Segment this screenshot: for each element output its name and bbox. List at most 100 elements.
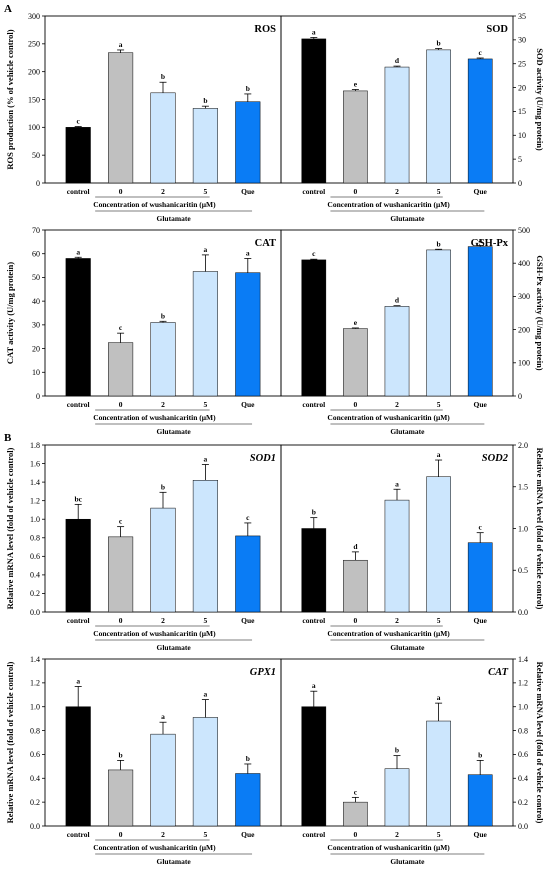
y-tick-label: 100	[28, 123, 40, 132]
significance-letter: a	[437, 450, 441, 459]
y-tick-label: 1.0	[518, 703, 528, 712]
chart-title: GSH-Px	[471, 238, 509, 249]
glutamate-label: Glutamate	[390, 643, 425, 652]
y-axis-label: Relative mRNA level (fold of vehicle con…	[535, 662, 545, 824]
y-tick-label: 20	[32, 344, 40, 353]
chart-title: SOD	[486, 24, 508, 35]
x-tick-label: 2	[161, 187, 165, 196]
significance-letter: a	[204, 690, 208, 699]
x-tick-label: control	[67, 830, 90, 839]
y-tick-label: 0.0	[30, 822, 40, 831]
bar-Que	[235, 773, 261, 827]
x-tick-label: 0	[354, 400, 358, 409]
y-tick-label: 0.2	[30, 798, 40, 807]
y-tick-label: 0.4	[518, 774, 528, 783]
y-tick-label: 1.0	[518, 524, 528, 533]
glutamate-label: Glutamate	[390, 857, 425, 866]
bar-5	[192, 717, 218, 827]
significance-letter: a	[437, 693, 441, 702]
bar-0	[343, 90, 368, 184]
y-tick-label: 0.2	[30, 589, 40, 598]
significance-letter: d	[395, 56, 400, 65]
x-tick-label: Que	[241, 830, 255, 839]
significance-letter: c	[312, 249, 316, 258]
bar-control	[65, 706, 91, 827]
concentration-label: Concentration of wushanicaritin (μM)	[327, 629, 450, 638]
glutamate-label: Glutamate	[390, 427, 425, 436]
bar-Que	[467, 542, 493, 613]
significance-letter: a	[478, 236, 482, 245]
significance-letter: b	[246, 84, 250, 93]
y-axis-label: Relative mRNA level (fold of vehicle con…	[5, 661, 15, 823]
chart-title: CAT	[488, 667, 508, 678]
y-tick-label: 30	[32, 321, 40, 330]
x-tick-label: 2	[161, 830, 165, 839]
chart-title: GPX1	[250, 667, 276, 678]
bar-control	[65, 127, 91, 184]
y-tick-label: 1.2	[518, 679, 528, 688]
y-tick-label: 70	[32, 226, 40, 235]
y-tick-label: 25	[518, 60, 526, 69]
bar-Que	[235, 535, 261, 613]
y-tick-label: 0	[36, 179, 40, 188]
bar-5	[426, 720, 451, 827]
x-tick-label: 5	[204, 830, 208, 839]
concentration-label: Concentration of wushanicaritin (μM)	[327, 200, 450, 209]
x-tick-label: 0	[119, 187, 123, 196]
significance-letter: b	[246, 754, 250, 763]
significance-letter: d	[353, 542, 358, 551]
panel-label-a: A	[4, 3, 12, 15]
y-tick-label: 1.2	[30, 496, 40, 505]
bar-0	[108, 52, 134, 184]
x-tick-label: Que	[474, 830, 488, 839]
bar-control	[65, 518, 91, 613]
x-tick-label: control	[302, 830, 325, 839]
y-tick-label: 0.8	[30, 726, 40, 735]
bar-5	[192, 480, 218, 613]
x-tick-label: control	[67, 187, 90, 196]
significance-letter: b	[437, 38, 441, 47]
y-tick-label: 1.4	[30, 655, 40, 664]
y-tick-label: 35	[518, 12, 526, 21]
y-tick-label: 50	[32, 273, 40, 282]
concentration-label: Concentration of wushanicaritin (μM)	[93, 413, 216, 422]
significance-letter: a	[395, 479, 399, 488]
bar-2	[150, 92, 176, 184]
bar-5	[192, 271, 218, 397]
concentration-label: Concentration of wushanicaritin (μM)	[327, 413, 450, 422]
significance-letter: b	[161, 482, 165, 491]
x-tick-label: 0	[354, 830, 358, 839]
chart-title: SOD2	[482, 453, 509, 464]
bar-5	[426, 49, 451, 184]
glutamate-label: Glutamate	[157, 857, 192, 866]
concentration-label: Concentration of wushanicaritin (μM)	[93, 629, 216, 638]
y-tick-label: 0.8	[518, 726, 528, 735]
bar-5	[426, 249, 451, 397]
concentration-label: Concentration of wushanicaritin (μM)	[327, 843, 450, 852]
y-axis-label: ROS production (% of vehicle control)	[5, 29, 15, 169]
bar-0	[343, 801, 368, 827]
significance-letter: c	[77, 116, 81, 125]
bar-Que	[467, 246, 493, 397]
bar-2	[384, 499, 410, 613]
x-tick-label: 5	[204, 187, 208, 196]
significance-letter: c	[119, 323, 123, 332]
x-tick-label: Que	[474, 400, 488, 409]
significance-letter: b	[161, 311, 165, 320]
bar-2	[150, 733, 176, 827]
significance-letter: e	[354, 79, 358, 88]
y-tick-label: 10	[32, 368, 40, 377]
bar-control	[301, 706, 327, 827]
bar-control	[301, 259, 327, 397]
y-axis-label: Relative mRNA level (fold of vehicle con…	[535, 448, 545, 610]
bar-2	[384, 306, 410, 397]
significance-letter: a	[312, 681, 316, 690]
y-axis-label: CAT activity (U/mg protein)	[5, 262, 15, 364]
glutamate-label: Glutamate	[157, 427, 192, 436]
y-tick-label: 0.0	[518, 822, 528, 831]
significance-letter: b	[437, 239, 441, 248]
bar-0	[108, 536, 134, 613]
x-tick-label: 5	[204, 400, 208, 409]
